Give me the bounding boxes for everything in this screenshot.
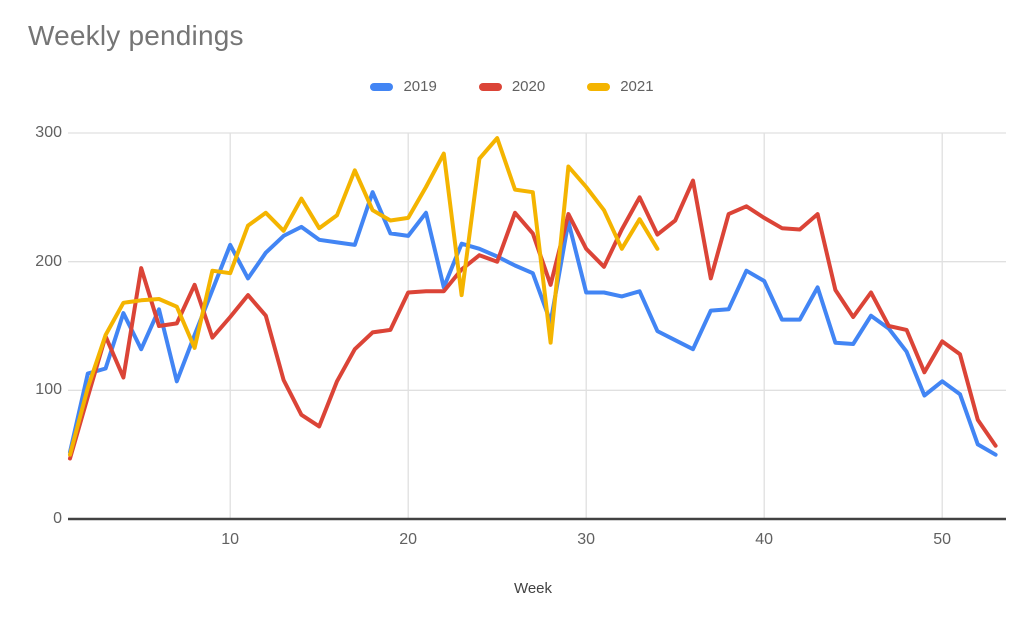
legend-item-2021[interactable]: 2021	[587, 78, 654, 95]
y-axis-tick-label: 100	[35, 381, 62, 399]
series-line-2021[interactable]	[68, 136, 660, 457]
legend-item-label: 2020	[511, 78, 546, 95]
legend-item-label: 2019	[403, 78, 437, 95]
y-axis-tick-label: 200	[35, 252, 62, 270]
x-axis-tick-label: 20	[399, 531, 418, 548]
legend-item-2020[interactable]: 2020	[478, 78, 546, 95]
series-line-2020[interactable]	[68, 178, 998, 461]
legend-item-2019[interactable]: 2019	[370, 78, 437, 95]
x-axis-tick-label: 40	[755, 531, 774, 548]
x-axis-tick-label: 50	[933, 531, 952, 548]
y-axis-tick-label: 0	[53, 510, 62, 527]
chart-title: Weekly pendings	[28, 20, 244, 51]
legend-swatch-icon	[587, 82, 611, 91]
x-axis-title: Week	[513, 580, 553, 597]
legend-swatch-icon	[370, 82, 394, 91]
x-axis-tick-label: 10	[221, 531, 240, 548]
legend-item-label: 2021	[620, 78, 654, 95]
x-axis-tick-label: 30	[577, 531, 596, 548]
legend: 2019 2020 2021	[0, 78, 1024, 95]
legend-swatch-icon	[478, 82, 502, 91]
series-line-2019[interactable]	[68, 190, 998, 457]
y-axis-tick-label: 300	[35, 124, 62, 141]
